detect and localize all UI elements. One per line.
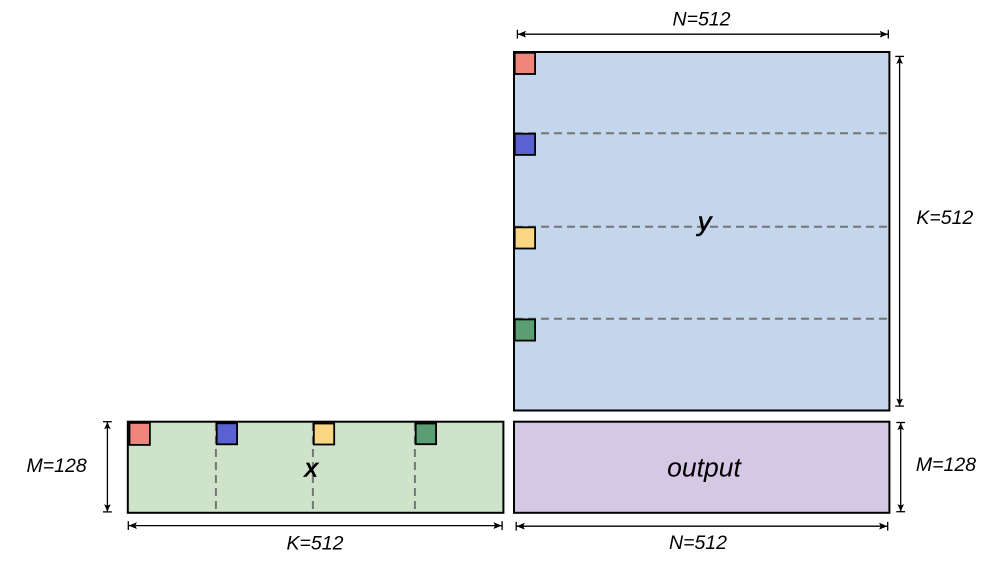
svg-text:y: y <box>696 207 713 237</box>
svg-text:K=512: K=512 <box>916 207 973 229</box>
svg-text:M=128: M=128 <box>916 454 976 476</box>
svg-text:K=512: K=512 <box>287 533 344 555</box>
svg-text:x: x <box>303 453 319 483</box>
svg-text:M=128: M=128 <box>27 455 87 477</box>
svg-text:output: output <box>667 453 742 483</box>
svg-text:N=512: N=512 <box>669 532 727 554</box>
svg-text:N=512: N=512 <box>672 9 730 31</box>
